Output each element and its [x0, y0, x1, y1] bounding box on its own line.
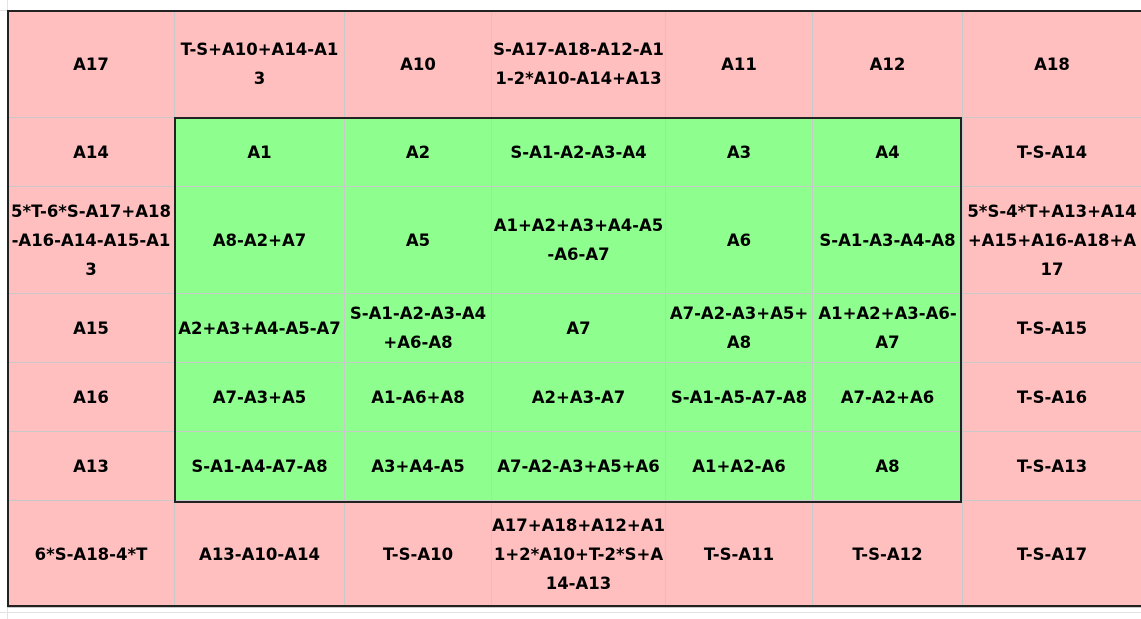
inner-cell[interactable]: S-A1-A3-A4-A8 [812, 186, 963, 294]
border-cell[interactable]: A16 [7, 362, 175, 432]
border-cell[interactable]: A18 [962, 10, 1141, 118]
border-cell[interactable]: T-S-A10 [344, 500, 492, 608]
inner-cell[interactable]: A2 [344, 117, 492, 187]
border-cell[interactable]: A11 [665, 10, 813, 118]
inner-cell[interactable]: S-A1-A2-A3-A4+A6-A8 [344, 293, 492, 363]
inner-cell[interactable]: A7-A2-A3+A5+A8 [665, 293, 813, 363]
border-cell[interactable]: A17+A18+A12+A11+2*A10+T-2*S+A14-A13 [491, 500, 666, 608]
border-cell[interactable]: A15 [7, 293, 175, 363]
border-cell[interactable]: A13 [7, 431, 175, 501]
inner-cell[interactable]: A8-A2+A7 [174, 186, 345, 294]
inner-cell[interactable]: S-A1-A4-A7-A8 [174, 431, 345, 501]
border-cell[interactable]: T-S-A11 [665, 500, 813, 608]
border-cell[interactable]: A13-A10-A14 [174, 500, 345, 608]
table-row: 5*T-6*S-A17+A18-A16-A14-A15-A13 A8-A2+A7… [7, 186, 1141, 294]
table-row: 6*S-A18-4*T A13-A10-A14 T-S-A10 A17+A18+… [7, 500, 1141, 608]
gridline [0, 612, 1141, 613]
border-cell[interactable]: 6*S-A18-4*T [7, 500, 175, 608]
border-cell[interactable]: A12 [812, 10, 963, 118]
inner-cell[interactable]: A7-A3+A5 [174, 362, 345, 432]
inner-cell[interactable]: A3 [665, 117, 813, 187]
inner-cell[interactable]: A7-A2+A6 [812, 362, 963, 432]
border-cell[interactable]: T-S-A17 [962, 500, 1141, 608]
inner-cell[interactable]: A8 [812, 431, 963, 501]
border-cell[interactable]: A14 [7, 117, 175, 187]
border-cell[interactable]: T-S-A16 [962, 362, 1141, 432]
border-cell[interactable]: A10 [344, 10, 492, 118]
table-row: A17 T-S+A10+A14-A13 A10 S-A17-A18-A12-A1… [7, 10, 1141, 118]
inner-cell[interactable]: A2+A3+A4-A5-A7 [174, 293, 345, 363]
inner-cell[interactable]: A1+A2-A6 [665, 431, 813, 501]
inner-cell[interactable]: S-A1-A5-A7-A8 [665, 362, 813, 432]
border-cell[interactable]: 5*S-4*T+A13+A14+A15+A16-A18+A17 [962, 186, 1141, 294]
border-cell[interactable]: T-S+A10+A14-A13 [174, 10, 345, 118]
inner-cell[interactable]: A3+A4-A5 [344, 431, 492, 501]
border-cell[interactable]: T-S-A15 [962, 293, 1141, 363]
border-cell[interactable]: T-S-A12 [812, 500, 963, 608]
border-cell[interactable]: T-S-A14 [962, 117, 1141, 187]
inner-cell[interactable]: A7 [491, 293, 666, 363]
inner-cell[interactable]: A1+A2+A3+A4-A5-A6-A7 [491, 186, 666, 294]
border-cell[interactable]: A17 [7, 10, 175, 118]
table-row: A14 A1 A2 S-A1-A2-A3-A4 A3 A4 T-S-A14 [7, 117, 1141, 187]
magic-square-table: A17 T-S+A10+A14-A13 A10 S-A17-A18-A12-A1… [7, 10, 1141, 608]
inner-cell[interactable]: A7-A2-A3+A5+A6 [491, 431, 666, 501]
inner-cell[interactable]: A1-A6+A8 [344, 362, 492, 432]
inner-cell[interactable]: A4 [812, 117, 963, 187]
table-row: A15 A2+A3+A4-A5-A7 S-A1-A2-A3-A4+A6-A8 A… [7, 293, 1141, 363]
table-row: A16 A7-A3+A5 A1-A6+A8 A2+A3-A7 S-A1-A5-A… [7, 362, 1141, 432]
inner-cell[interactable]: A1+A2+A3-A6-A7 [812, 293, 963, 363]
border-cell[interactable]: S-A17-A18-A12-A11-2*A10-A14+A13 [491, 10, 666, 118]
inner-cell[interactable]: A5 [344, 186, 492, 294]
border-cell[interactable]: T-S-A13 [962, 431, 1141, 501]
table-body: A17 T-S+A10+A14-A13 A10 S-A17-A18-A12-A1… [7, 10, 1141, 608]
border-cell[interactable]: 5*T-6*S-A17+A18-A16-A14-A15-A13 [7, 186, 175, 294]
inner-cell[interactable]: A2+A3-A7 [491, 362, 666, 432]
inner-cell[interactable]: A1 [174, 117, 345, 187]
table-row: A13 S-A1-A4-A7-A8 A3+A4-A5 A7-A2-A3+A5+A… [7, 431, 1141, 501]
inner-cell[interactable]: S-A1-A2-A3-A4 [491, 117, 666, 187]
inner-cell[interactable]: A6 [665, 186, 813, 294]
